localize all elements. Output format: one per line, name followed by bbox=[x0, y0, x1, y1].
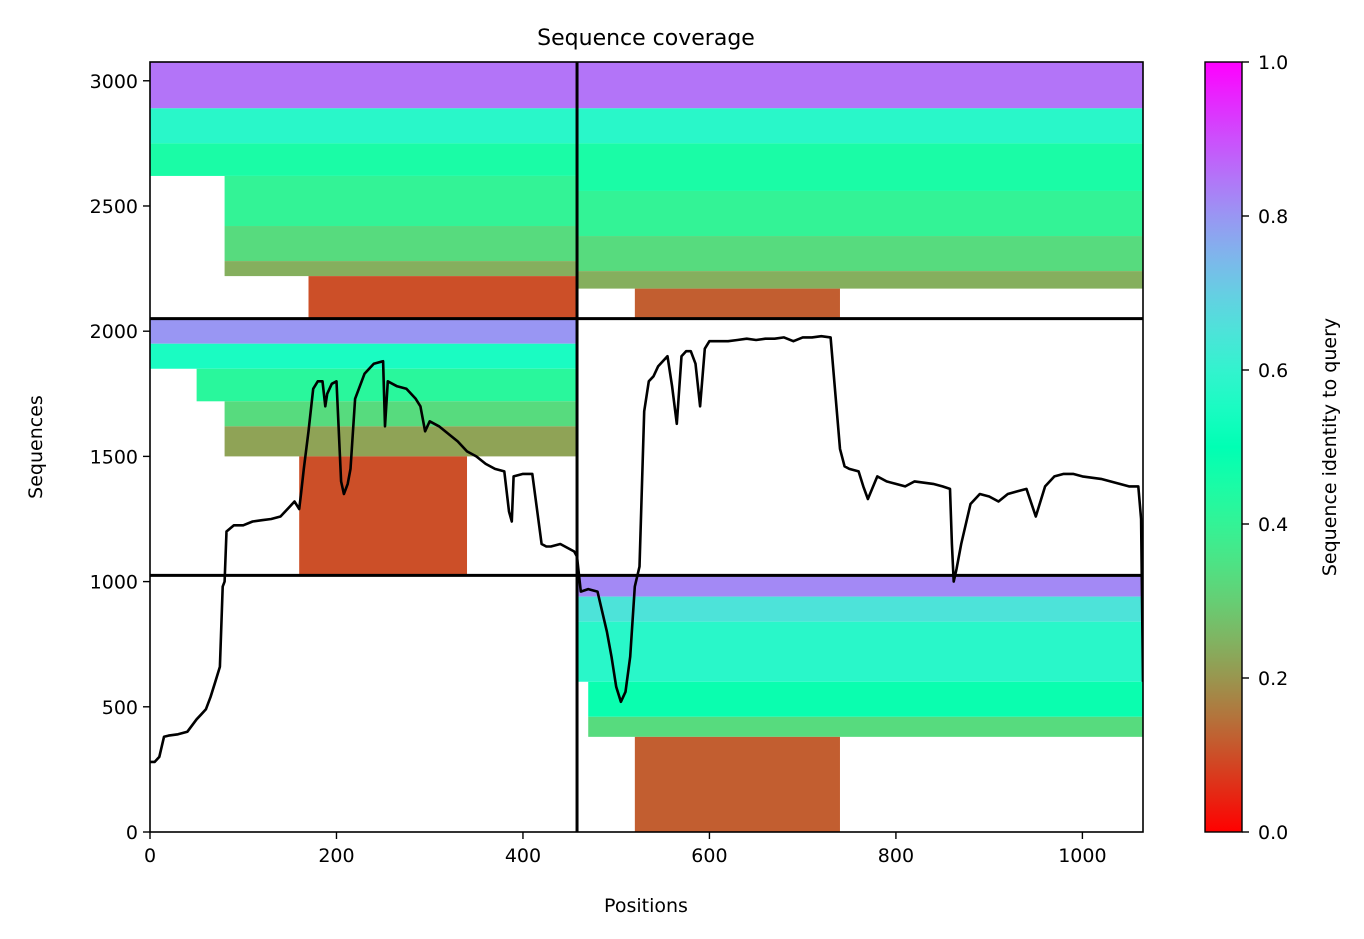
coverage-band bbox=[634, 736, 840, 832]
msa-heatmap bbox=[150, 62, 1143, 832]
colorbar-tick-label: 1.0 bbox=[1258, 52, 1288, 74]
coverage-band bbox=[150, 143, 578, 176]
x-tick-label: 400 bbox=[505, 845, 541, 867]
coverage-band bbox=[577, 62, 1143, 109]
coverage-band bbox=[150, 108, 578, 144]
x-tick-label: 800 bbox=[878, 845, 914, 867]
colorbar-tick-label: 0.4 bbox=[1258, 514, 1288, 536]
coverage-band bbox=[224, 401, 578, 427]
coverage-band bbox=[588, 716, 1143, 737]
coverage-band bbox=[224, 426, 578, 457]
colorbar-tick-label: 0.6 bbox=[1258, 360, 1288, 382]
coverage-band bbox=[577, 621, 1143, 682]
coverage-band bbox=[150, 318, 578, 344]
y-tick-label: 2500 bbox=[90, 196, 138, 218]
colorbar-label: Sequence identity to query bbox=[1319, 318, 1341, 576]
coverage-line bbox=[150, 334, 1143, 764]
y-tick-label: 1500 bbox=[90, 446, 138, 468]
colorbar: 0.0 0.2 0.4 0.6 0.8 1.0 Sequence identity to … bbox=[1204, 52, 1341, 844]
pair-block-B bbox=[577, 575, 1143, 832]
coverage-band bbox=[577, 596, 1143, 622]
colorbar-ticks: 0.0 0.2 0.4 0.6 0.8 1.0 bbox=[1242, 52, 1288, 844]
y-tick-label: 2000 bbox=[90, 321, 138, 343]
chart-title: Sequence coverage bbox=[537, 26, 755, 51]
chain-A-block bbox=[150, 62, 578, 319]
coverage-band bbox=[577, 190, 1143, 237]
coverage-band bbox=[577, 575, 1143, 597]
coverage-band bbox=[577, 108, 1143, 144]
coverage-band bbox=[308, 276, 578, 319]
chain-B-block bbox=[577, 62, 1143, 319]
coverage-band bbox=[577, 236, 1143, 272]
x-tick-label: 200 bbox=[318, 845, 354, 867]
x-axis-label: Positions bbox=[604, 895, 688, 917]
coverage-band bbox=[577, 143, 1143, 191]
colorbar-tick-label: 0.0 bbox=[1258, 822, 1288, 844]
coverage-band bbox=[150, 62, 578, 109]
coverage-band bbox=[224, 261, 578, 277]
y-tick-label: 500 bbox=[102, 697, 138, 719]
plot-area bbox=[150, 62, 1143, 832]
block-boundaries bbox=[150, 62, 1143, 832]
colorbar-tick-label: 0.8 bbox=[1258, 206, 1288, 228]
y-tick-label: 3000 bbox=[90, 71, 138, 93]
y-tick-label: 1000 bbox=[90, 572, 138, 594]
coverage-band bbox=[588, 681, 1143, 717]
y-axis: 0 500 1000 1500 2000 2500 3000 bbox=[90, 71, 150, 844]
y-tick-label: 0 bbox=[126, 822, 138, 844]
coverage-band bbox=[299, 456, 468, 576]
coverage-band bbox=[577, 271, 1143, 289]
x-tick-label: 600 bbox=[691, 845, 727, 867]
coverage-band bbox=[634, 288, 840, 319]
coverage-band bbox=[150, 343, 578, 369]
coverage-band bbox=[224, 175, 578, 227]
x-axis: 0 200 400 600 800 1000 bbox=[144, 832, 1107, 867]
x-tick-label: 1000 bbox=[1058, 845, 1106, 867]
colorbar-tick-label: 0.2 bbox=[1258, 668, 1288, 690]
coverage-band bbox=[224, 226, 578, 262]
y-axis-label: Sequences bbox=[25, 395, 47, 499]
plot-frame bbox=[149, 61, 1144, 833]
pair-block-A bbox=[150, 318, 578, 576]
colorbar-gradient bbox=[1204, 61, 1243, 833]
x-tick-label: 0 bbox=[144, 845, 156, 867]
